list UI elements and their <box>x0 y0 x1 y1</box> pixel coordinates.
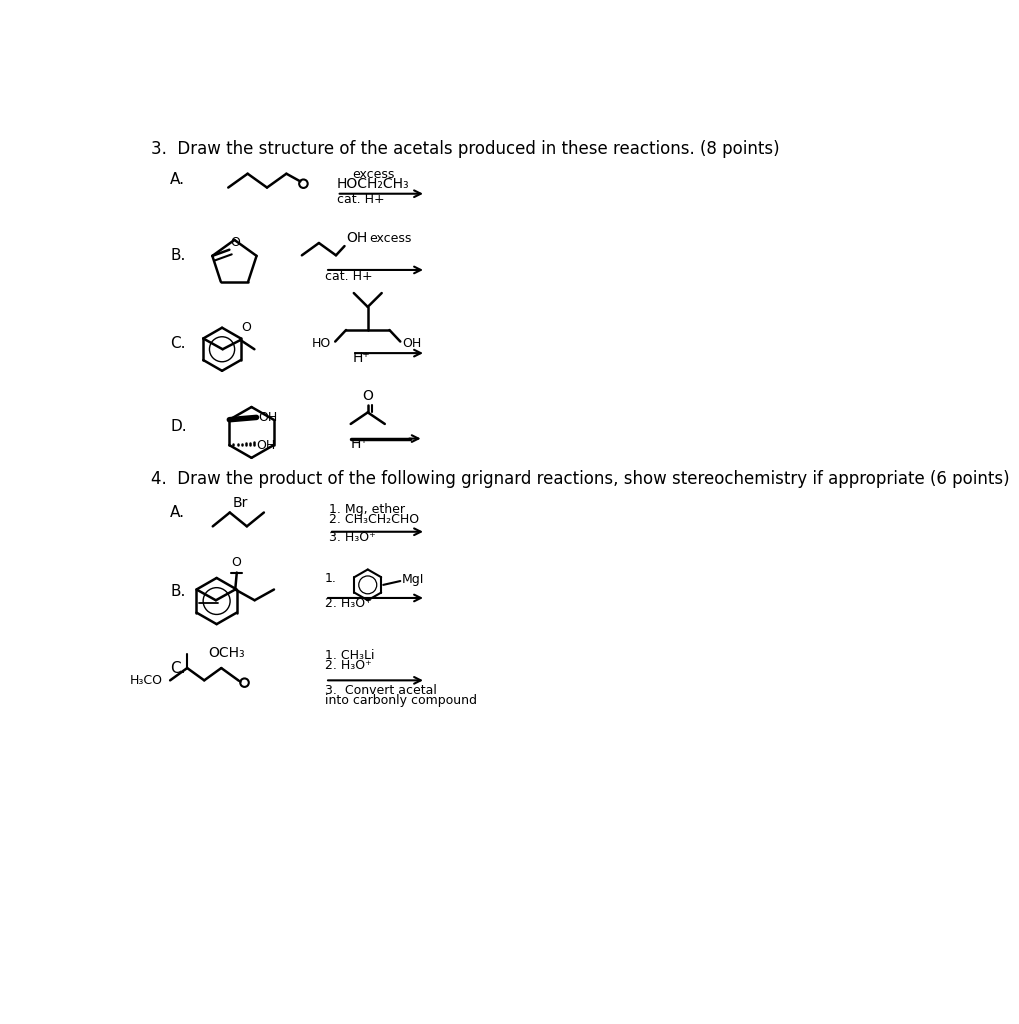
Text: OH: OH <box>401 337 421 350</box>
Text: OH: OH <box>258 411 277 424</box>
Text: C.: C. <box>170 662 185 676</box>
Text: H⁺: H⁺ <box>351 437 368 451</box>
Text: O: O <box>242 321 251 334</box>
Text: O: O <box>231 556 240 568</box>
Text: 3. H₃O⁺: 3. H₃O⁺ <box>329 530 375 544</box>
Text: H⁺: H⁺ <box>352 351 370 366</box>
Text: 3.  Convert acetal: 3. Convert acetal <box>325 684 436 697</box>
Text: H₃CO: H₃CO <box>129 674 162 687</box>
Text: O: O <box>230 236 239 249</box>
Text: excess: excess <box>352 168 394 181</box>
Text: into carbonly compound: into carbonly compound <box>325 694 477 707</box>
Text: B.: B. <box>170 585 185 599</box>
Text: MgI: MgI <box>401 573 424 586</box>
Text: OH: OH <box>256 439 275 453</box>
Text: Br: Br <box>232 497 248 510</box>
Text: excess: excess <box>369 231 412 245</box>
Text: 1.: 1. <box>325 572 336 586</box>
Text: C.: C. <box>170 336 185 350</box>
Text: 2. CH₃CH₂CHO: 2. CH₃CH₂CHO <box>329 513 419 526</box>
Text: D.: D. <box>170 419 186 434</box>
Text: B.: B. <box>170 248 185 263</box>
Text: 1. Mg, ether: 1. Mg, ether <box>329 503 405 516</box>
Text: HOCH₂CH₃: HOCH₂CH₃ <box>336 177 409 191</box>
Text: OCH₃: OCH₃ <box>208 646 245 660</box>
Text: HO: HO <box>312 337 331 350</box>
Text: 1. CH₃Li: 1. CH₃Li <box>325 649 374 663</box>
Text: cat. H+: cat. H+ <box>325 269 372 283</box>
Text: 4.  Draw the product of the following grignard reactions, show stereochemistry i: 4. Draw the product of the following gri… <box>151 470 1009 487</box>
Text: A.: A. <box>170 505 184 520</box>
Text: A.: A. <box>170 172 184 187</box>
Text: 2. H₃O⁺: 2. H₃O⁺ <box>325 659 372 672</box>
Text: O: O <box>362 389 373 403</box>
Text: OH: OH <box>345 230 367 245</box>
Text: 2. H₃O⁺: 2. H₃O⁺ <box>325 597 372 610</box>
Text: cat. H+: cat. H+ <box>336 193 384 206</box>
Text: 3.  Draw the structure of the acetals produced in these reactions. (8 points): 3. Draw the structure of the acetals pro… <box>151 140 779 158</box>
